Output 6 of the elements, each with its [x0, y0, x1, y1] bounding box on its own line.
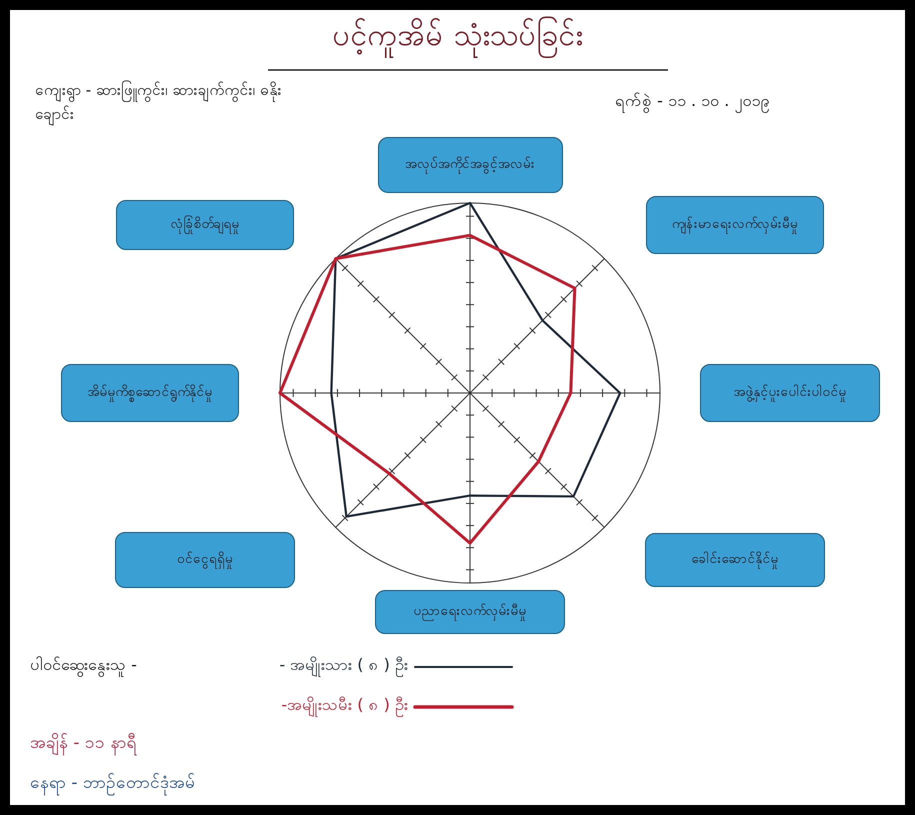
- annotation: အချိန် - ၁၁ နာရီ: [30, 730, 136, 758]
- title: ပင့်ကူအိမ် သုံးသပ်ခြင်း: [0, 12, 915, 60]
- annotation: နေရာ - ဘာဉ်တောင်ဒုံအမ်: [30, 770, 195, 798]
- annotation: ကျေးရွာ - ဆားဖြူကွင်း၊ ဆားချက်ကွင်း၊ ဓနိုးချောင်း: [35, 78, 285, 126]
- annotation: ရက်စွဲ - ၁၁ . ၁၀ . ၂၀၁၉: [615, 88, 770, 114]
- legend-title: ပါဝင်ဆွေးနွေးသူ -: [30, 652, 137, 678]
